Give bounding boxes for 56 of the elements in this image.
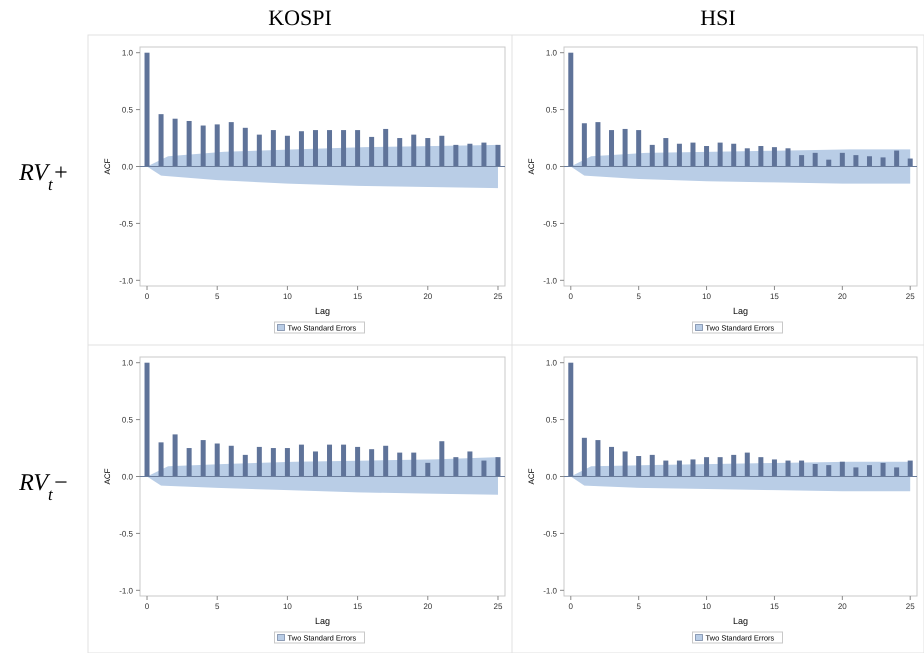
x-tick-label: 10 (702, 292, 712, 301)
x-tick-label: 10 (702, 602, 712, 611)
y-tick-label: 0.0 (122, 472, 134, 482)
x-tick-label: 5 (214, 602, 220, 611)
x-axis-title: Lag (732, 616, 748, 626)
x-tick-label: 10 (282, 292, 292, 301)
x-tick-label: 10 (282, 602, 292, 611)
y-tick-label: -1.0 (543, 276, 558, 286)
y-tick-label: 1.0 (122, 358, 134, 368)
y-tick-label: 0.5 (122, 106, 134, 115)
x-axis-title: Lag (314, 306, 330, 316)
x-tick-label: 0 (144, 602, 150, 611)
text: RV$_{t}$+ (18, 160, 69, 194)
x-tick-label: 25 (906, 292, 916, 301)
chart-title: HSI (700, 5, 736, 30)
y-axis-title: ACF (103, 468, 112, 484)
y-tick-label: 0.5 (122, 416, 134, 425)
x-tick-label: 15 (353, 292, 363, 301)
x-tick-label: 0 (144, 292, 150, 301)
y-tick-label: 0.5 (546, 416, 558, 425)
y-axis-title: ACF (527, 158, 536, 174)
x-tick-label: 15 (353, 602, 363, 611)
x-axis-title: Lag (732, 306, 748, 316)
y-tick-label: -0.5 (119, 529, 134, 538)
x-tick-label: 5 (214, 292, 220, 301)
y-tick-label: 0.0 (122, 162, 134, 172)
x-tick-label: 15 (770, 292, 780, 301)
y-tick-label: -1.0 (119, 276, 134, 286)
y-tick-label: -0.5 (119, 219, 134, 228)
x-tick-label: 0 (568, 292, 574, 301)
chart-title: KOSPI (268, 5, 332, 30)
y-tick-label: -0.5 (543, 529, 558, 538)
x-tick-label: 20 (423, 292, 433, 301)
x-tick-label: 25 (494, 602, 503, 611)
y-tick-label: 1.0 (122, 48, 134, 58)
y-axis-title: ACF (527, 468, 536, 484)
x-tick-label: 15 (770, 602, 780, 611)
x-tick-label: 25 (906, 602, 916, 611)
x-tick-label: 20 (838, 602, 848, 611)
x-tick-label: 0 (568, 602, 574, 611)
y-tick-label: 1.0 (546, 48, 558, 58)
text: RV$_{t}$− (18, 470, 69, 504)
x-tick-label: 20 (838, 292, 848, 301)
y-tick-label: -1.0 (119, 586, 134, 596)
y-tick-label: 1.0 (546, 358, 558, 368)
x-axis-title: Lag (314, 616, 330, 626)
x-tick-label: 5 (636, 292, 642, 301)
y-tick-label: 0.5 (546, 106, 558, 115)
y-tick-label: -0.5 (543, 219, 558, 228)
y-tick-label: 0.0 (546, 472, 558, 482)
y-axis-title: ACF (103, 158, 112, 174)
y-tick-label: -1.0 (543, 586, 558, 596)
x-tick-label: 25 (494, 292, 503, 301)
y-tick-label: 0.0 (546, 162, 558, 172)
x-tick-label: 20 (423, 602, 433, 611)
x-tick-label: 5 (636, 602, 642, 611)
